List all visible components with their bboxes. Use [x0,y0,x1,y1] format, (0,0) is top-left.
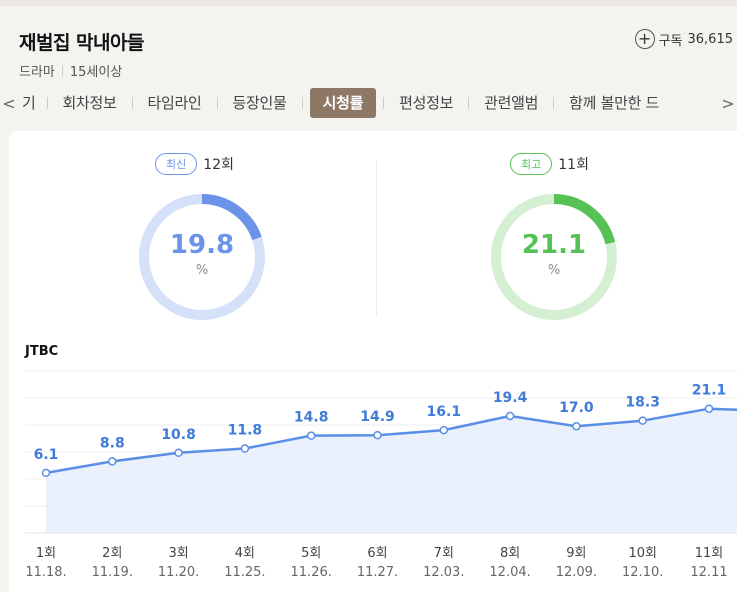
x-tick-episode: 6회 [367,546,387,561]
tab-divider [468,97,470,109]
chevron-right-icon[interactable]: > [719,93,737,113]
tab-3[interactable]: 등장인물 [232,94,287,112]
x-tick-episode: 8회 [500,546,520,561]
latest-rating-value: 19.8 [169,230,235,260]
tab-4[interactable]: 시청률 [309,88,377,118]
tab-divider [301,97,303,109]
best-badge: 최고 [510,153,553,175]
best-rating-ring: 21.1 % [488,191,620,323]
data-point [439,425,449,435]
chevron-left-icon[interactable]: < [2,93,16,113]
area-fill [46,408,737,533]
data-label: 16.1 [427,404,462,420]
x-tick-episode: 9회 [566,546,586,561]
best-ring-progress [491,194,617,320]
subscribe-label: 구독 [658,33,683,49]
best-rating-unit: % [547,263,561,278]
top-strip [0,0,737,6]
x-tick-date: 12.09. [556,565,597,580]
stat-divider [376,161,377,317]
x-tick-episode: 7회 [434,546,454,561]
latest-badge: 최신 [155,153,198,175]
subscribe-button[interactable]: + 구독 36,615 [634,29,734,49]
data-point [572,421,581,431]
age-rating-label: 15세이상 [69,65,123,80]
data-point [373,430,382,440]
ratings-line-chart: 6.1 1회 11.18. 8.8 2회 11.19. 10.8 3회 11.20. 11.8 4회… [25,370,737,580]
best-episode: 11회 [558,157,589,173]
x-tick-episode: 11회 [695,546,724,561]
latest-episode: 12회 [203,157,234,173]
x-tick-date: 11.25. [224,565,265,580]
tab-1[interactable]: 회차정보 [62,94,117,112]
best-stat-header: 최고 11회 [510,153,589,175]
latest-rating-ring: 19.8 % [136,191,268,323]
x-tick-episode: 10회 [628,546,657,561]
data-label: 14.9 [360,409,395,425]
data-point [505,411,515,421]
x-tick-date: 12.11 [690,565,727,580]
data-point [704,404,714,413]
genre-label: 드라마 [19,65,55,80]
tab-partial[interactable]: 기 [22,94,36,112]
best-ring-graphic [491,194,617,320]
x-tick-date: 11.27. [357,565,398,580]
data-label: 11.8 [228,422,263,438]
subscriber-count: 36,615 [687,31,734,47]
x-tick-date: 12.10. [622,565,663,580]
tab-divider [553,97,555,109]
data-point [306,431,316,440]
tab-divider [46,97,48,109]
x-tick-date: 11.19. [92,565,133,580]
x-tick-date: 11.20. [158,565,199,580]
program-header: 재벌집 막내아들 드라마 15세이상 + 구독 36,615 [0,6,737,86]
latest-ring-graphic [139,194,265,320]
channel-label: JTBC [25,344,59,359]
tab-5[interactable]: 편성정보 [399,94,454,112]
data-label: 14.8 [294,410,329,426]
tab-divider [216,97,218,109]
x-tick-date: 11.18. [25,565,66,580]
x-tick-episode: 1회 [36,546,56,561]
tab-7[interactable]: 함께 볼만한 드 [569,94,660,112]
tab-divider [131,97,133,109]
x-tick-episode: 4회 [235,546,255,561]
ratings-card: 최신 12회 19.8 % 최고 11회 21.1 % JTBC 6.1 1회 1 [9,131,737,592]
x-tick-episode: 3회 [168,546,188,561]
data-label: 10.8 [161,427,196,443]
best-rating-value: 21.1 [521,230,587,260]
plus-icon: + [634,29,655,49]
series-line [45,407,737,475]
tab-2[interactable]: 타임라인 [147,94,202,112]
data-label: 8.8 [100,435,125,451]
latest-stat-header: 최신 12회 [155,153,234,175]
program-meta: 드라마 15세이상 [19,61,122,80]
data-label: 21.1 [692,383,727,399]
meta-divider [61,65,63,76]
data-point [638,416,647,425]
tab-bar: < 기 회차정보 타임라인 등장인물 시청률 편성정보 관련앨범 함께 볼만한 드 > [0,86,737,120]
x-tick-date: 11.26. [291,565,332,580]
latest-rating-unit: % [195,263,209,278]
latest-ring-progress [139,194,265,320]
data-point [108,457,117,466]
data-label: 18.3 [625,395,660,411]
data-point [240,444,250,453]
x-tick-date: 12.03. [423,565,464,580]
data-point [174,448,183,458]
tab-6[interactable]: 관련앨범 [484,94,539,112]
data-label: 17.0 [559,400,594,416]
data-label: 19.4 [493,390,528,406]
x-tick-episode: 5회 [301,546,321,561]
data-label: 6.1 [34,447,59,463]
program-title[interactable]: 재벌집 막내아들 [19,32,144,54]
x-tick-episode: 2회 [102,546,122,561]
x-tick-date: 12.04. [489,565,530,580]
data-point [41,468,51,478]
tab-divider [383,97,385,109]
